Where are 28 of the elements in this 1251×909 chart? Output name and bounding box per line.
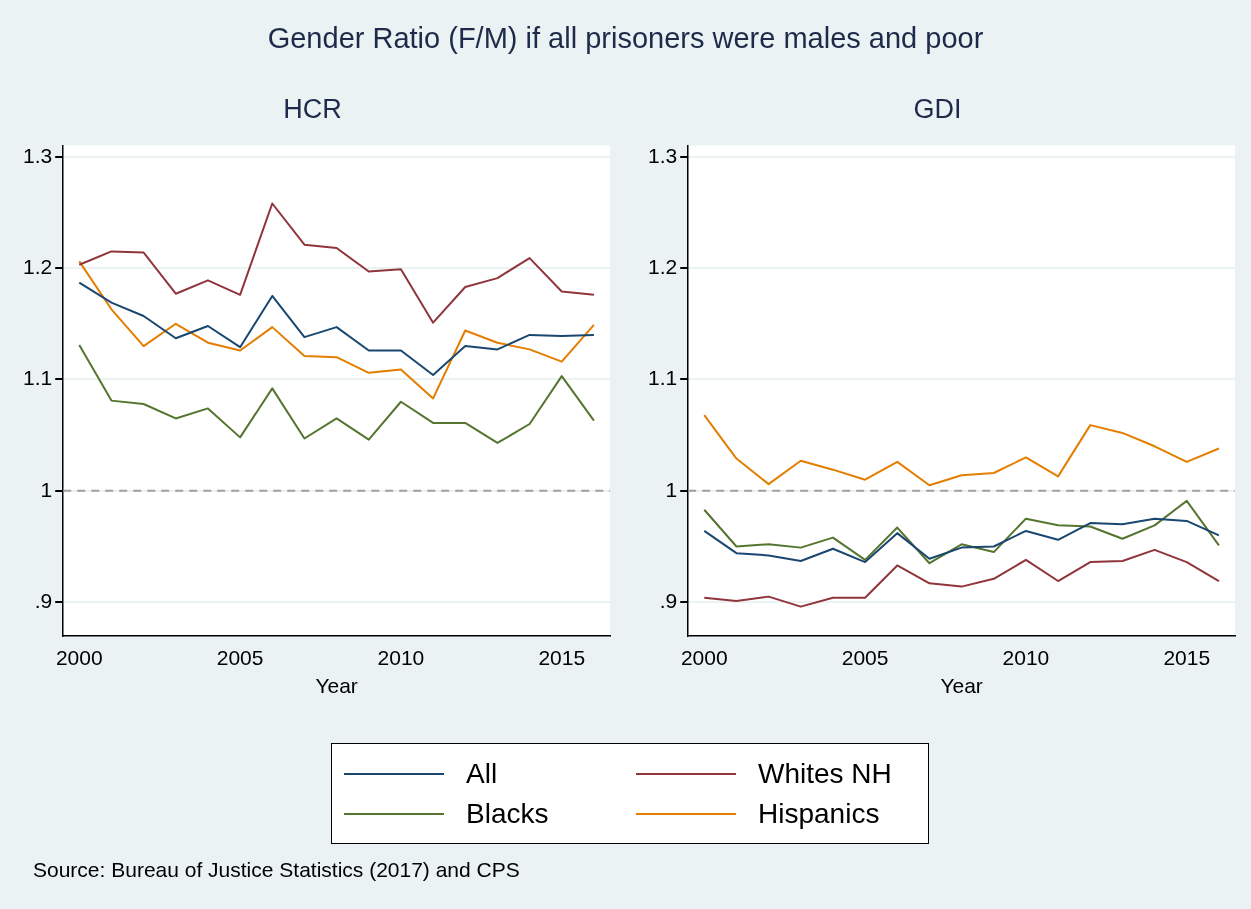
x-tick-label: 2000 bbox=[55, 646, 103, 669]
x-tick-label: 2000 bbox=[680, 646, 728, 669]
chart-title: Gender Ratio (F/M) if all prisoners were males and poor bbox=[266, 22, 985, 55]
y-tick-label: 1.2 bbox=[22, 254, 53, 278]
legend-label: Blacks bbox=[466, 797, 549, 830]
legend-label: Hispanics bbox=[758, 797, 880, 830]
x-axis-title: Year bbox=[315, 674, 358, 698]
x-tick-label: 2015 bbox=[1163, 646, 1211, 669]
chart-subtitle: GDI bbox=[912, 93, 963, 126]
x-tick-label: 2015 bbox=[538, 646, 586, 669]
x-tick-label: 2010 bbox=[377, 646, 425, 669]
legend-label: Whites NH bbox=[758, 757, 892, 790]
y-tick-label: 1.3 bbox=[22, 143, 53, 167]
source-note: Source: Bureau of Justice Statistics (2017) and CPS bbox=[33, 858, 520, 882]
y-tick-label: 1.2 bbox=[647, 254, 678, 278]
x-axis-title: Year bbox=[940, 674, 983, 698]
x-tick-label: 2005 bbox=[841, 646, 889, 669]
legend-label: All bbox=[466, 757, 498, 790]
y-tick-label: .9 bbox=[659, 588, 678, 612]
y-tick-label: 1.3 bbox=[647, 143, 678, 167]
y-tick-label: .9 bbox=[34, 588, 53, 612]
y-tick-label: 1 bbox=[40, 477, 53, 501]
y-tick-label: 1 bbox=[665, 477, 678, 501]
y-tick-label: 1.1 bbox=[22, 366, 53, 390]
x-tick-label: 2010 bbox=[1002, 646, 1050, 669]
x-tick-label: 2005 bbox=[216, 646, 264, 669]
y-tick-label: 1.1 bbox=[647, 366, 678, 390]
chart-subtitle: HCR bbox=[282, 93, 343, 126]
